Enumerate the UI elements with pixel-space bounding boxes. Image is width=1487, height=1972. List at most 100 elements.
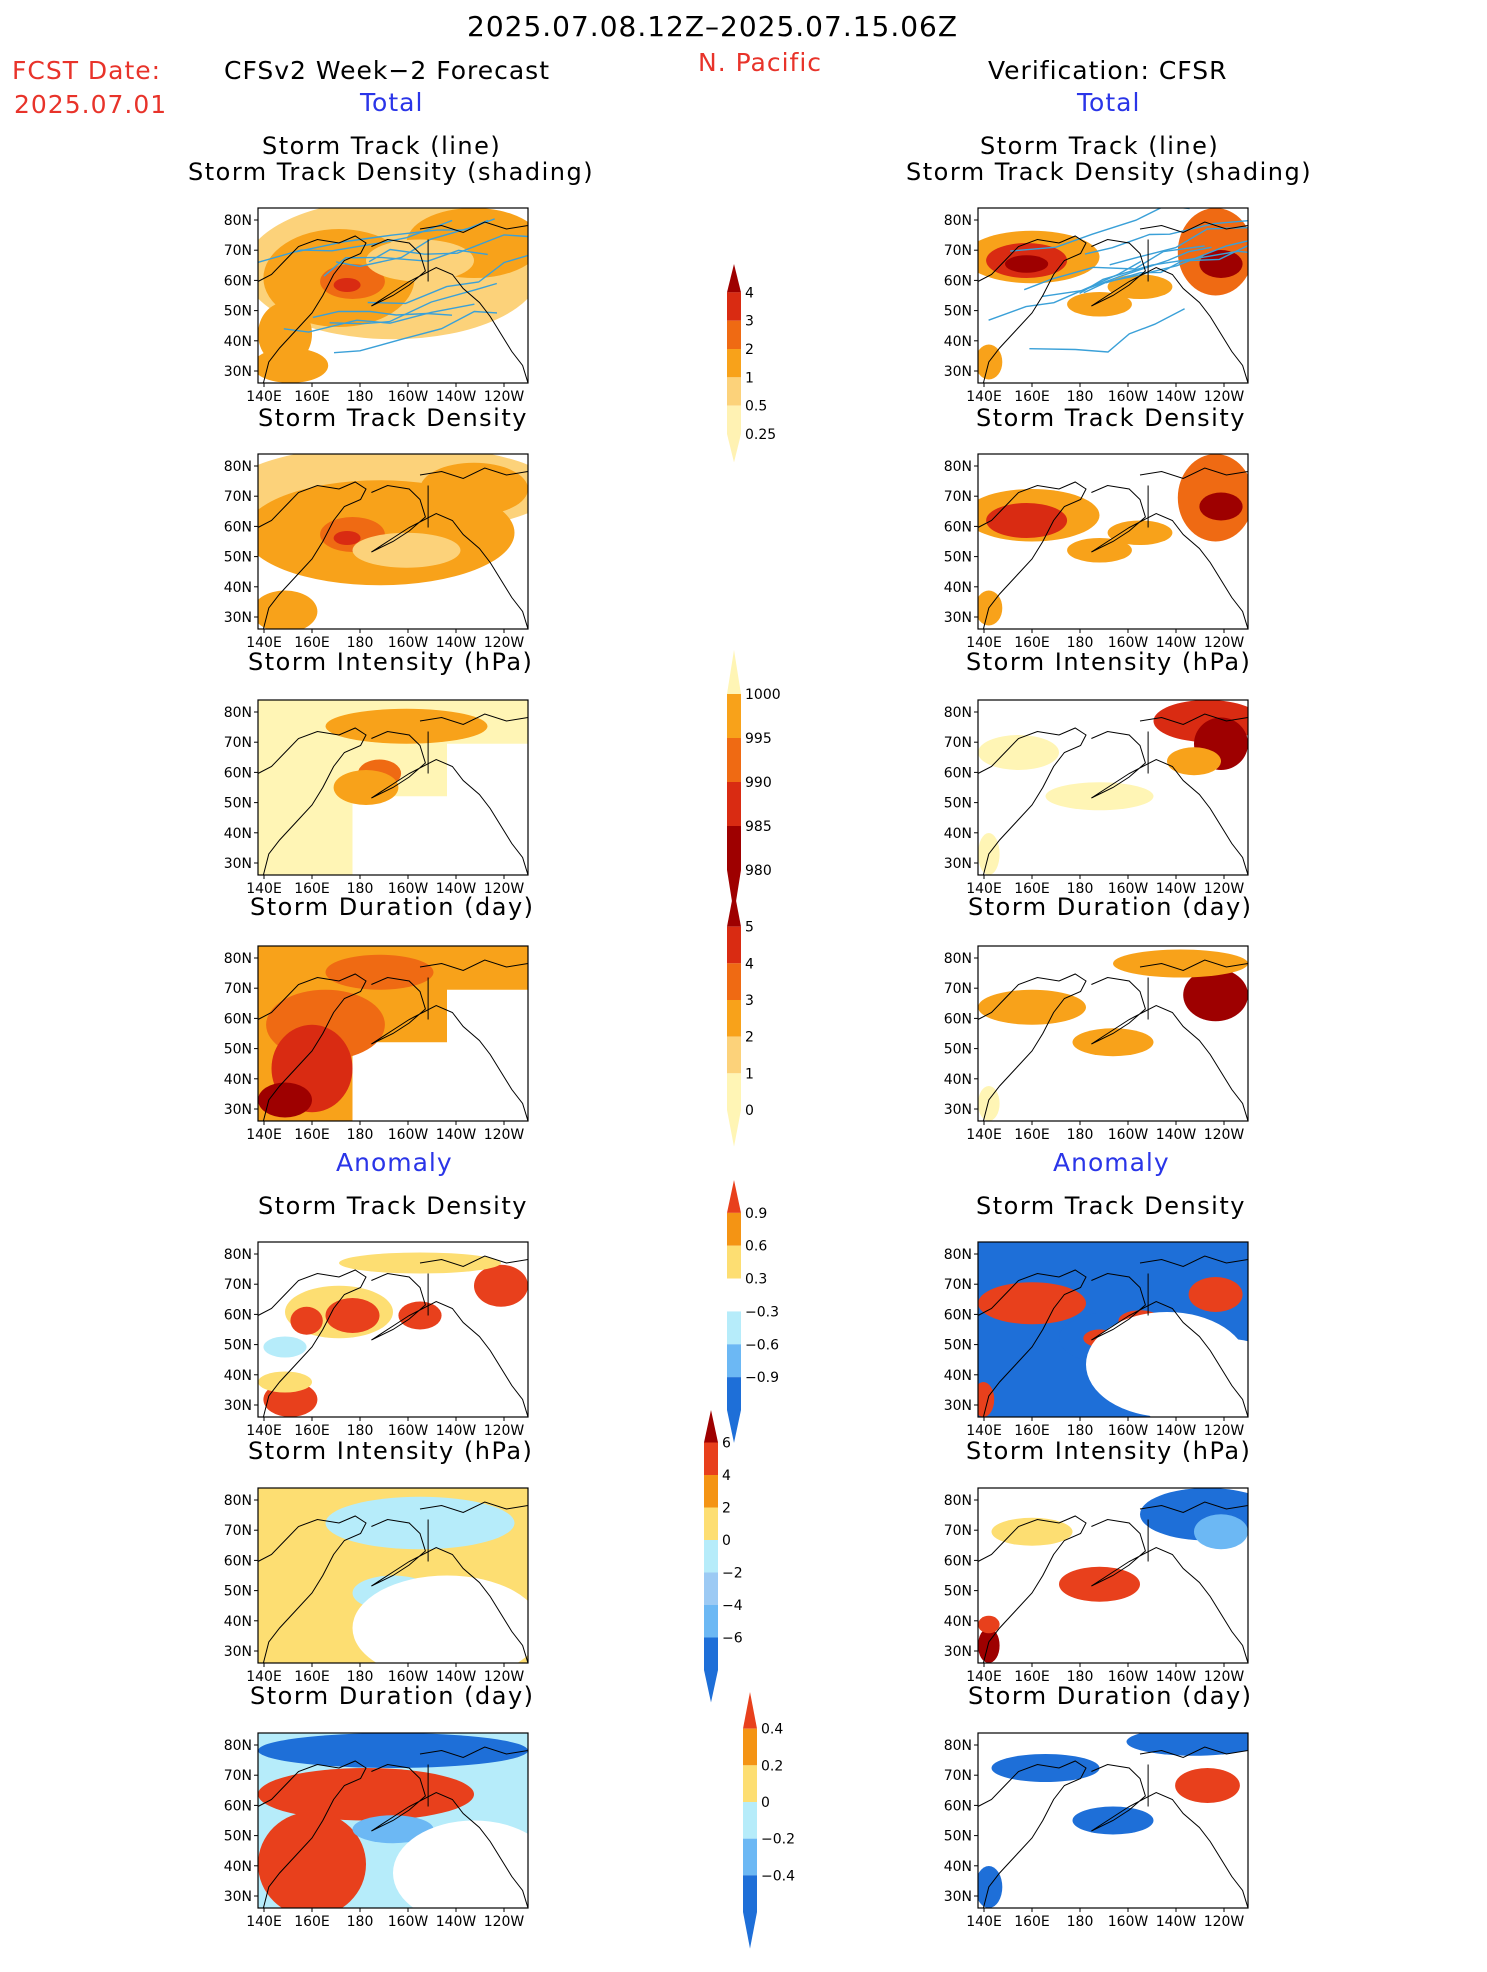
shading-region xyxy=(334,531,361,545)
lon-tick-label: 160E xyxy=(294,881,330,897)
lat-tick-label: 40N xyxy=(224,334,252,350)
lon-tick-label: 140W xyxy=(1156,1127,1197,1143)
lon-tick-label: 140W xyxy=(436,1127,477,1143)
lat-tick-label: 70N xyxy=(224,1277,252,1293)
fcst-date-value: 2025.07.01 xyxy=(14,90,167,119)
map-panel-vf2: 80N70N60N50N40N30N140E 160E 180 160W 140W 120… xyxy=(928,694,1268,899)
lat-tick-label: 30N xyxy=(224,364,252,380)
colorbar-label: 1 xyxy=(745,1066,754,1082)
shading-region xyxy=(326,709,488,744)
lat-tick-label: 40N xyxy=(944,826,972,842)
lat-tick-label: 60N xyxy=(224,519,252,535)
lat-tick-label: 70N xyxy=(944,1523,972,1539)
lat-tick-label: 30N xyxy=(944,1398,972,1414)
colorbar-duration-total: 5 4 3 2 1 0 xyxy=(727,890,807,1170)
lat-tick-label: 60N xyxy=(944,1553,972,1569)
lon-tick-label: 160E xyxy=(1014,1669,1050,1685)
lon-tick-label: 160W xyxy=(1108,389,1149,405)
map-panel-fc3: 80N70N60N50N40N30N140E 160E 180 160W 140W 120… xyxy=(208,940,548,1145)
lon-tick-label: 160E xyxy=(1014,389,1050,405)
lat-tick-label: 40N xyxy=(224,1072,252,1088)
lon-tick-label: 180 xyxy=(347,1669,374,1685)
colorbar-label: 2 xyxy=(722,1501,731,1517)
lon-tick-label: 180 xyxy=(1067,635,1094,651)
lat-tick-label: 70N xyxy=(944,1768,972,1784)
lat-tick-label: 60N xyxy=(224,273,252,289)
colorbar-label: −0.4 xyxy=(761,1868,795,1884)
lon-tick-label: 140W xyxy=(436,1669,477,1685)
lon-tick-label: 120W xyxy=(1204,881,1245,897)
lat-tick-label: 80N xyxy=(944,459,972,475)
lon-tick-label: 140W xyxy=(1156,1423,1197,1439)
shading-region xyxy=(1167,747,1221,775)
lon-tick-label: 160W xyxy=(388,1669,429,1685)
lat-tick-label: 40N xyxy=(224,1859,252,1875)
lat-tick-label: 70N xyxy=(224,981,252,997)
colorbar-label: 980 xyxy=(745,863,772,879)
lon-tick-label: 120W xyxy=(1204,1914,1245,1930)
lat-tick-label: 80N xyxy=(224,951,252,967)
lat-tick-label: 50N xyxy=(944,1829,972,1845)
lat-tick-label: 50N xyxy=(224,550,252,566)
colorbar-label: 0 xyxy=(761,1795,770,1811)
colorbar-label: 985 xyxy=(745,819,772,835)
lon-tick-label: 160W xyxy=(388,389,429,405)
lon-tick-label: 180 xyxy=(1067,1127,1094,1143)
lat-tick-label: 50N xyxy=(944,796,972,812)
map-panel-vf0: 80N 70N 60N 50N 40N 30N 140E 160E 180 160W 140W 120… xyxy=(928,202,1268,407)
lat-tick-label: 50N xyxy=(224,796,252,812)
lon-tick-label: 160W xyxy=(1108,1669,1149,1685)
colorbar-intensity-anom: 6420−2−4−6 xyxy=(704,1410,784,1730)
colorbar-label: 0.2 xyxy=(761,1758,783,1774)
shading-region xyxy=(1059,1567,1140,1602)
lon-tick-label: 180 xyxy=(347,1914,374,1930)
vf-title-anom-density: Storm Track Density xyxy=(976,1192,1246,1220)
lon-tick-label: 140E xyxy=(246,881,282,897)
lon-tick-label: 140E xyxy=(246,1914,282,1930)
lat-tick-label: 70N xyxy=(944,243,972,259)
shading-region xyxy=(978,1282,1086,1324)
colorbar-label: 0.9 xyxy=(745,1206,767,1222)
lon-tick-label: 160W xyxy=(1108,1127,1149,1143)
colorbar-label: −0.3 xyxy=(745,1304,779,1320)
lon-tick-label: 180 xyxy=(1067,389,1094,405)
lat-tick-label: 50N xyxy=(224,1338,252,1354)
shading-region xyxy=(1005,255,1048,273)
colorbar-label: 995 xyxy=(745,731,772,747)
forecast-total-label: Total xyxy=(360,88,423,117)
shading-region xyxy=(334,278,361,292)
vf-title-track-line: Storm Track (line) xyxy=(980,132,1219,160)
lon-tick-label: 140E xyxy=(966,1914,1002,1930)
lon-tick-label: 140E xyxy=(966,389,1002,405)
fc-title-track-line: Storm Track (line) xyxy=(262,132,501,160)
lat-tick-label: 30N xyxy=(944,1889,972,1905)
lat-tick-label: 70N xyxy=(224,735,252,751)
lat-tick-label: 40N xyxy=(944,1859,972,1875)
lat-tick-label: 30N xyxy=(944,1644,972,1660)
shading-region xyxy=(334,770,399,805)
fcst-date-label: FCST Date: xyxy=(12,56,161,85)
colorbar-label: 0.6 xyxy=(745,1239,767,1255)
lon-tick-label: 160E xyxy=(294,1423,330,1439)
lon-tick-label: 120W xyxy=(484,635,525,651)
lon-tick-label: 160E xyxy=(1014,1914,1050,1930)
lat-tick-label: 70N xyxy=(944,489,972,505)
lon-tick-label: 160W xyxy=(1108,1423,1149,1439)
lat-tick-label: 80N xyxy=(944,951,972,967)
colorbar-label: 0 xyxy=(745,1103,754,1119)
lon-tick-label: 120W xyxy=(1204,389,1245,405)
lat-tick-label: 50N xyxy=(944,1042,972,1058)
forecast-anomaly-label: Anomaly xyxy=(336,1148,453,1177)
lon-tick-label: 140W xyxy=(1156,635,1197,651)
lat-tick-label: 80N xyxy=(224,705,252,721)
shading-region xyxy=(393,1821,555,1926)
fc-title-anom-density: Storm Track Density xyxy=(258,1192,528,1220)
lat-tick-label: 80N xyxy=(224,213,252,229)
lat-tick-label: 30N xyxy=(944,610,972,626)
lat-tick-label: 60N xyxy=(944,765,972,781)
shading-region xyxy=(1113,950,1248,978)
lat-tick-label: 60N xyxy=(944,273,972,289)
lat-tick-label: 60N xyxy=(224,1553,252,1569)
lat-tick-label: 80N xyxy=(944,213,972,229)
lon-tick-label: 160E xyxy=(294,1914,330,1930)
